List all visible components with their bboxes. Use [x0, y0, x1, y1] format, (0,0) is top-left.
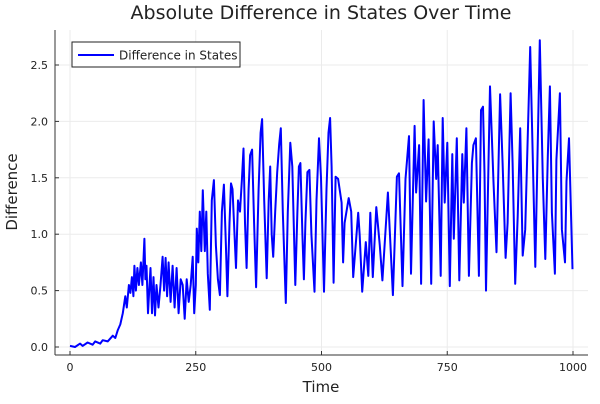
legend-label: Difference in States: [119, 49, 237, 63]
legend: Difference in States: [71, 41, 241, 68]
x-tick-label: 750: [437, 361, 458, 374]
y-tick-label: 0.5: [31, 285, 49, 298]
series-line-difference-in-states: [69, 39, 574, 348]
x-tick-label: 500: [311, 361, 332, 374]
y-tick-label: 2.5: [31, 59, 49, 72]
y-tick-label: 0.0: [31, 341, 49, 354]
x-tick-label: 1000: [559, 361, 587, 374]
y-tick-label: 2.0: [31, 115, 49, 128]
x-tick-label: 0: [67, 361, 74, 374]
y-tick-label: 1.0: [31, 228, 49, 241]
y-axis-label: Difference: [3, 153, 21, 230]
chart-title: Absolute Difference in States Over Time: [131, 2, 512, 24]
series-group: [69, 39, 574, 348]
x-tick-label: 250: [185, 361, 206, 374]
y-tick-label: 1.5: [31, 172, 49, 185]
y-ticks: 0.0 0.5 1.0 1.5 2.0 2.5: [31, 59, 59, 354]
x-axis-label: Time: [302, 378, 340, 396]
x-ticks: 0 250 500 750 1000: [67, 351, 587, 374]
